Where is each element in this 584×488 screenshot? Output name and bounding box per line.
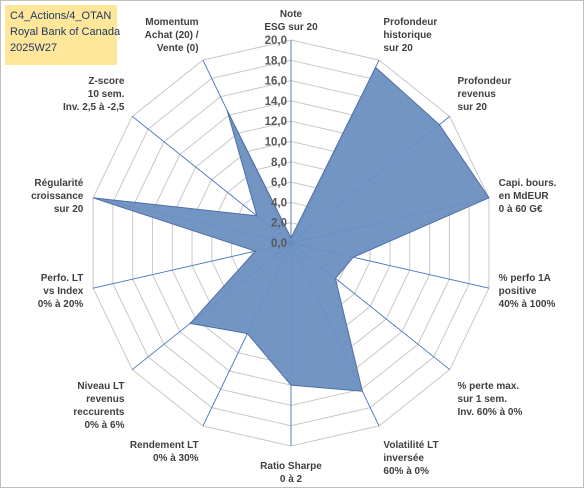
axis-label-line: Achat (20) / xyxy=(145,30,199,41)
axis-label-line: 0 à 2 xyxy=(280,474,303,485)
title-line-2: Royal Bank of Canada xyxy=(10,26,121,38)
radial-tick-label: 6,0 xyxy=(271,177,287,189)
axis-label: Z-score 10 sem. Inv. 2,5 à -2,5 xyxy=(63,76,125,113)
axis-label-line: croissance xyxy=(31,191,84,202)
radial-tick-label: 14,0 xyxy=(265,96,287,108)
axis-label: Capi. bours. en MdEUR 0 à 60 G€ xyxy=(499,178,557,215)
axis-label-line: 0% à 30% xyxy=(153,453,199,464)
axis-label: % perfo 1A positive 40% à 100% xyxy=(499,273,556,310)
axis-label-line: Profondeur xyxy=(458,76,512,87)
radial-tick-label: 8,0 xyxy=(271,157,287,169)
axis-label-line: sur 20 xyxy=(458,102,488,113)
axis-label: Profondeur revenus sur 20 xyxy=(458,76,512,113)
axis-label-line: historique xyxy=(383,30,432,41)
axis-label-line: reccurents xyxy=(73,407,125,418)
axis-label-line: 60% à 0% xyxy=(383,466,429,477)
axis-label-line: % perfo 1A xyxy=(499,273,551,284)
title-line-1: C4_Actions/4_OTAN xyxy=(10,10,112,22)
axis-label-line: vs Index xyxy=(43,286,83,297)
axis-label-line: Ratio Sharpe xyxy=(260,461,322,472)
radial-tick-label: 0,0 xyxy=(271,238,287,250)
axis-label-line: Inv. 60% à 0% xyxy=(458,407,523,418)
axis-label-line: positive xyxy=(499,286,537,297)
axis-label: Profondeur historique sur 20 xyxy=(383,17,437,54)
axis-label-line: Capi. bours. xyxy=(499,178,557,189)
axis-label-line: Volatilité LT xyxy=(383,440,438,451)
axis-label-line: % perte max. xyxy=(458,381,520,392)
axis-label-line: ESG sur 20 xyxy=(264,22,318,33)
chart-title-box: C4_Actions/4_OTAN Royal Bank of Canada 2… xyxy=(5,5,121,65)
axis-label: % perte max. sur 1 sem. Inv. 60% à 0% xyxy=(458,381,523,418)
axis-label-line: Niveau LT xyxy=(77,381,124,392)
axis-label-line: 10 sem. xyxy=(88,89,125,100)
axis-label-line: sur 1 sem. xyxy=(458,394,508,405)
axis-label-line: revenus xyxy=(86,394,125,405)
axis-label-line: inversée xyxy=(383,453,424,464)
axis-label-line: Profondeur xyxy=(383,17,437,28)
radial-tick-label: 2,0 xyxy=(271,218,287,230)
axis-label-line: sur 20 xyxy=(54,204,84,215)
radial-tick-label: 4,0 xyxy=(271,197,287,209)
axis-label-line: Inv. 2,5 à -2,5 xyxy=(63,102,125,113)
axis-label-line: Perfo. LT xyxy=(41,273,84,284)
axis-label-line: revenus xyxy=(458,89,497,100)
axis-label-line: Note xyxy=(280,9,303,20)
axis-label-line: Momentum xyxy=(145,17,198,28)
axis-label: Note ESG sur 20 xyxy=(264,9,318,33)
axis-label-line: Z-score xyxy=(88,76,125,87)
axis-label: Perfo. LT vs Index 0% à 20% xyxy=(38,273,84,310)
radial-tick-label: 10,0 xyxy=(265,137,287,149)
axis-label: Ratio Sharpe 0 à 2 xyxy=(260,461,322,485)
axis-label-line: en MdEUR xyxy=(499,191,550,202)
axis-label-line: 0% à 20% xyxy=(38,299,84,310)
axis-label: Régularité croissance sur 20 xyxy=(31,178,84,215)
radial-tick-label: 16,0 xyxy=(265,76,287,88)
radial-tick-label: 18,0 xyxy=(265,55,287,67)
axis-label-line: Vente (0) xyxy=(157,43,199,54)
axis-label: Momentum Achat (20) / Vente (0) xyxy=(145,17,199,54)
axis-label: Niveau LT revenus reccurents 0% à 6% xyxy=(73,381,125,431)
axis-label-line: Régularité xyxy=(34,178,83,189)
axis-label-line: Rendement LT xyxy=(130,440,199,451)
data-series-area xyxy=(92,66,490,392)
axis-label-line: 40% à 100% xyxy=(499,299,556,310)
title-line-3: 2025W27 xyxy=(10,42,58,54)
radial-tick-label: 12,0 xyxy=(265,116,287,128)
axis-label: Volatilité LT inversée 60% à 0% xyxy=(383,440,438,477)
axis-label: Rendement LT 0% à 30% xyxy=(130,440,199,464)
axis-label-line: 0% à 6% xyxy=(84,420,124,431)
radial-tick-label: 20,0 xyxy=(265,35,287,47)
axis-label-line: 0 à 60 G€ xyxy=(499,204,543,215)
axis-label-line: sur 20 xyxy=(383,43,413,54)
